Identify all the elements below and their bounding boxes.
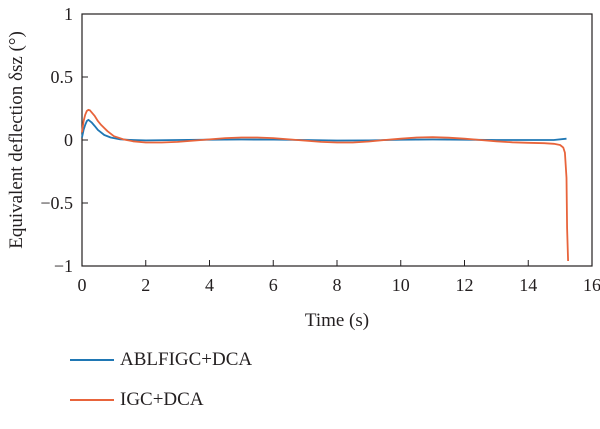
x-axis: 0 2 4 6 8 10 12 14 16: [78, 260, 600, 295]
x-tick-label: 2: [141, 275, 150, 295]
line-chart: 0 2 4 6 8 10 12 14 16 −1 −0.5 0 0.5 1 Time (s) Equiv…: [0, 0, 600, 345]
legend-label-ablfigc: ABLFIGC+DCA: [120, 349, 252, 371]
legend-swatch-igc: [70, 399, 114, 401]
series-line-1: [82, 110, 568, 261]
x-tick-label: 4: [205, 275, 214, 295]
legend: ABLFIGC+DCA IGC+DCA: [70, 349, 252, 429]
x-tick-label: 10: [392, 275, 410, 295]
legend-item-ablfigc: ABLFIGC+DCA: [70, 349, 252, 371]
y-tick-label: 1: [64, 4, 73, 24]
y-tick-label: 0.5: [51, 67, 74, 87]
x-tick-label: 0: [78, 275, 87, 295]
y-axis: −1 −0.5 0 0.5 1: [40, 4, 88, 276]
series-line-0: [82, 120, 567, 141]
x-tick-label: 8: [333, 275, 342, 295]
x-tick-label: 16: [583, 275, 600, 295]
x-axis-title: Time (s): [305, 310, 369, 331]
y-axis-title: Equivalent deflection δsz (°): [6, 31, 27, 249]
x-tick-label: 14: [519, 275, 537, 295]
legend-swatch-ablfigc: [70, 359, 114, 361]
y-tick-label: −1: [54, 256, 73, 276]
legend-item-igc: IGC+DCA: [70, 389, 252, 411]
y-tick-label: −0.5: [40, 193, 73, 213]
x-tick-label: 6: [269, 275, 278, 295]
y-tick-label: 0: [64, 130, 73, 150]
x-tick-label: 12: [456, 275, 474, 295]
legend-label-igc: IGC+DCA: [120, 389, 204, 411]
series-layer: [82, 110, 568, 261]
